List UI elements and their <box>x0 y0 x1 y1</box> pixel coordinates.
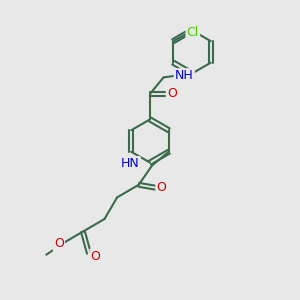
Text: O: O <box>54 237 64 250</box>
Text: O: O <box>157 181 166 194</box>
Text: NH: NH <box>175 69 194 82</box>
Text: Cl: Cl <box>187 26 199 39</box>
Text: O: O <box>167 87 177 101</box>
Text: O: O <box>91 250 100 263</box>
Text: HN: HN <box>121 157 140 170</box>
